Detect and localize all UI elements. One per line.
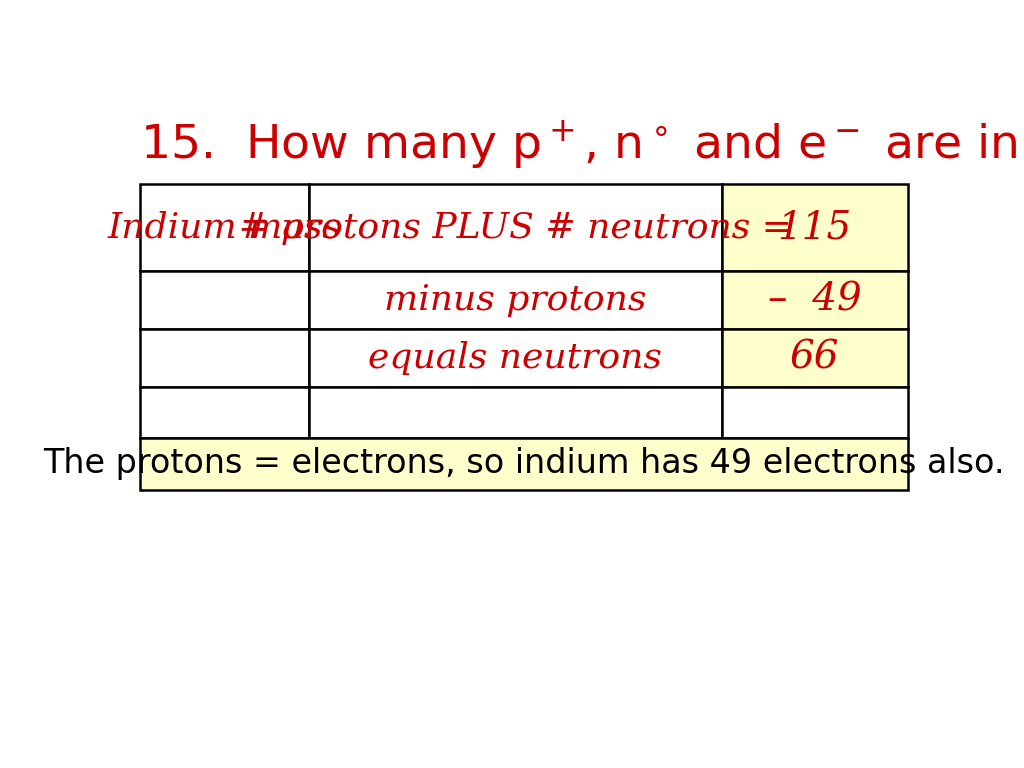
- Bar: [309, 329, 722, 387]
- Bar: [722, 184, 908, 271]
- Text: The protons = electrons, so indium has 49 electrons also.: The protons = electrons, so indium has 4…: [43, 447, 1005, 480]
- Text: 115: 115: [778, 209, 852, 246]
- Text: 15.  How many p$^+$, n$^\circ$ and e$^-$ are in INDIUM?: 15. How many p$^+$, n$^\circ$ and e$^-$ …: [140, 119, 1024, 172]
- Bar: [140, 271, 309, 329]
- Bar: [309, 387, 722, 438]
- Bar: [309, 271, 722, 329]
- Bar: [309, 184, 722, 271]
- Text: –  49: – 49: [768, 282, 862, 319]
- Text: Indium mass: Indium mass: [108, 210, 341, 244]
- Text: 66: 66: [791, 339, 840, 377]
- Text: equals neutrons: equals neutrons: [369, 341, 663, 376]
- Bar: [722, 329, 908, 387]
- Bar: [722, 271, 908, 329]
- Bar: [722, 387, 908, 438]
- Text: # protons PLUS # neutrons =: # protons PLUS # neutrons =: [239, 210, 792, 244]
- Text: minus protons: minus protons: [384, 283, 646, 317]
- Bar: [140, 184, 309, 271]
- Bar: [140, 329, 309, 387]
- Bar: [140, 387, 309, 438]
- Bar: [140, 438, 908, 489]
